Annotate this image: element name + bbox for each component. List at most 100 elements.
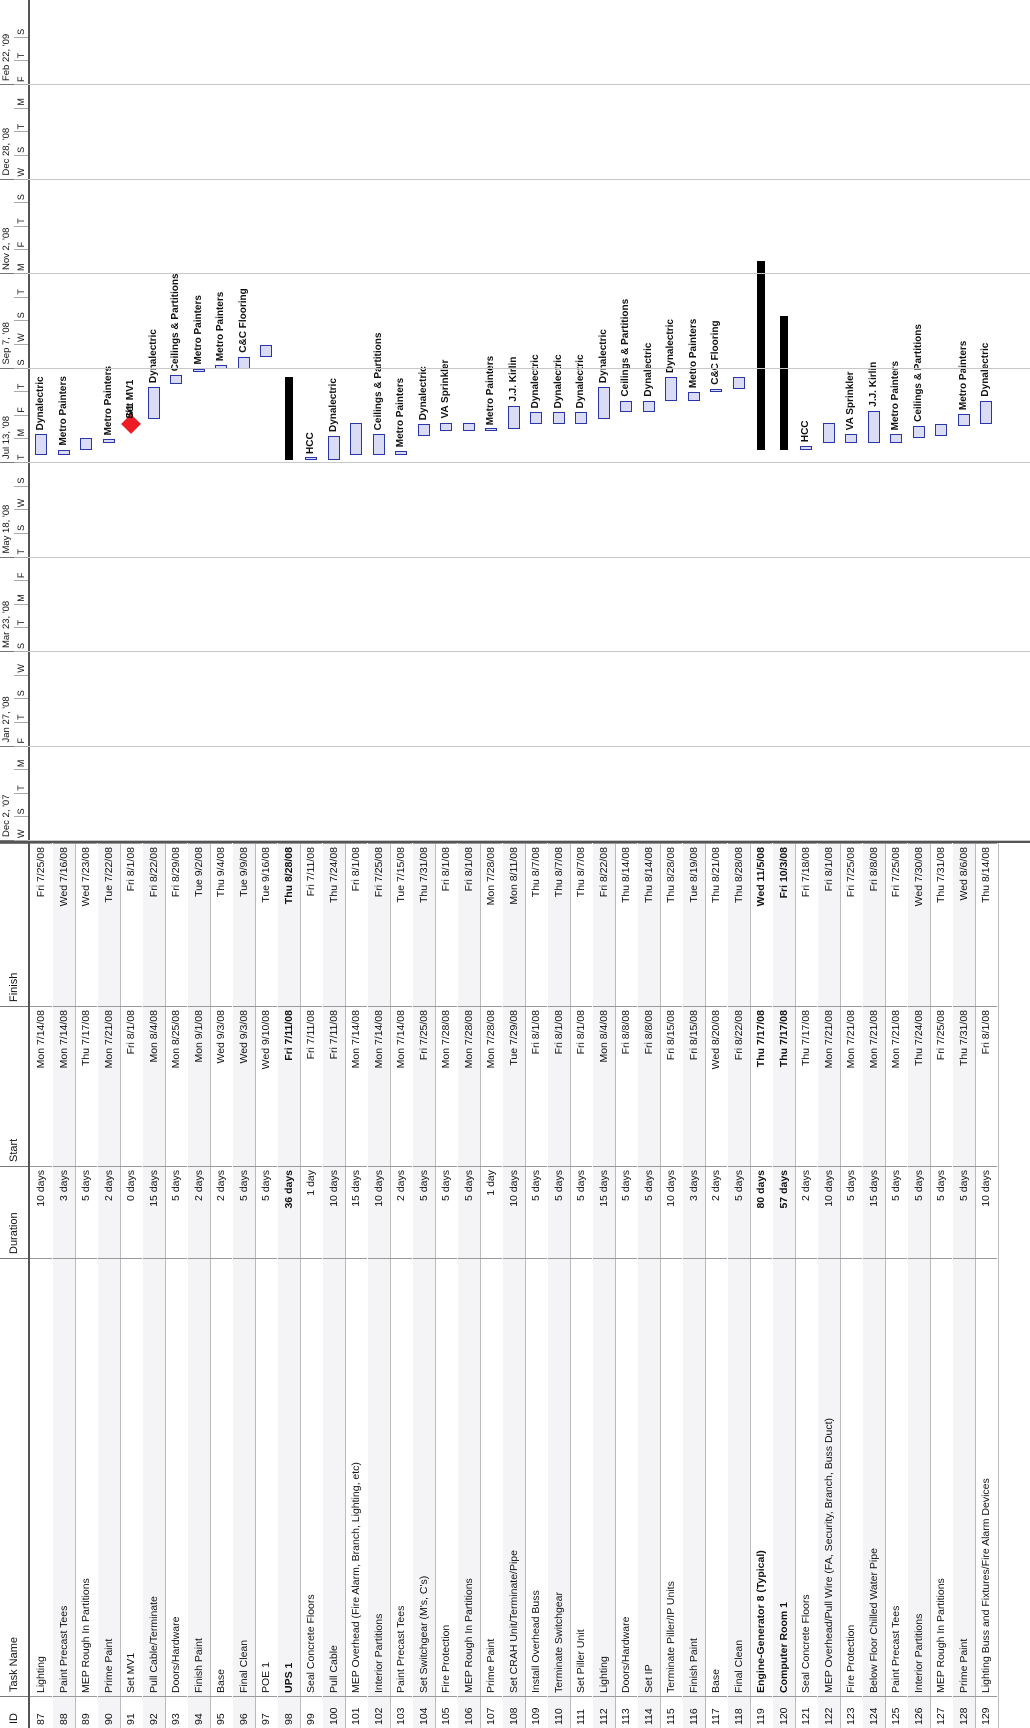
table-row[interactable]: 105 Fire Protection 5 days Mon 7/28/08 Fri 8… xyxy=(435,843,459,1728)
table-row[interactable]: 116 Finish Paint 3 days Fri 8/15/08 Tue 8/19… xyxy=(682,843,706,1728)
table-row[interactable]: 112 Lighting 15 days Mon 8/4/08 Fri 8/22/08 xyxy=(592,843,616,1728)
table-row[interactable]: 104 Set Switchgear (M's, C's) 5 days Fri 7/… xyxy=(412,843,436,1728)
header-task-name[interactable]: Task Name xyxy=(0,1258,28,1696)
task-bar[interactable] xyxy=(710,388,722,393)
task-bar[interactable] xyxy=(575,412,587,425)
table-row[interactable]: 123 Fire Protection 5 days Mon 7/21/08 Fri 7… xyxy=(840,843,864,1728)
task-bar[interactable] xyxy=(665,376,677,401)
task-bar[interactable] xyxy=(912,425,925,438)
task-bar[interactable] xyxy=(957,414,970,426)
task-start: Fri 8/1/08 xyxy=(525,1006,547,1166)
task-bar[interactable] xyxy=(462,422,475,431)
header-duration[interactable]: Duration xyxy=(0,1166,28,1258)
task-id: 95 xyxy=(210,1696,232,1728)
task-bar[interactable] xyxy=(372,434,385,455)
table-row[interactable]: 124 Below Floor Chilled Water Pipe 15 days… xyxy=(862,843,886,1728)
task-bar[interactable] xyxy=(890,434,902,443)
table-row[interactable]: 99 Seal Concrete Floors 1 day Fri 7/11/08 Fr… xyxy=(300,843,324,1728)
task-bar[interactable] xyxy=(822,422,835,443)
table-row[interactable]: 126 Interior Partitions 5 days Thu 7/24/08 W… xyxy=(907,843,931,1728)
task-duration: 5 days xyxy=(637,1166,660,1258)
task-bar[interactable] xyxy=(485,427,497,431)
task-bar[interactable] xyxy=(867,410,880,443)
task-start: Wed 9/10/08 xyxy=(255,1006,277,1166)
task-bar[interactable] xyxy=(350,422,362,455)
task-bar[interactable] xyxy=(687,392,700,401)
task-bar[interactable] xyxy=(57,449,70,455)
task-duration: 5 days xyxy=(75,1166,97,1258)
table-row[interactable]: 129 Lighting Buss and Fixtures/Fire Alarm… xyxy=(975,843,999,1728)
table-row[interactable]: 94 Finish Paint 2 days Mon 9/1/08 Tue 9/2/08 xyxy=(187,843,211,1728)
task-bar[interactable] xyxy=(35,434,47,455)
task-bar[interactable] xyxy=(395,451,407,455)
table-row[interactable]: 101 MEP Overhead (Fire Alarm, Branch, Lig… xyxy=(345,843,369,1728)
table-row[interactable]: 121 Seal Concrete Floors 2 days Thu 7/17/08… xyxy=(795,843,819,1728)
task-bar[interactable] xyxy=(417,424,430,437)
table-row[interactable]: 100 Pull Cable 10 days Fri 7/11/08 Thu 7/24/… xyxy=(322,843,346,1728)
task-bar[interactable] xyxy=(147,387,160,420)
table-row[interactable]: 90 Prime Paint 2 days Mon 7/21/08 Tue 7/22/0… xyxy=(97,843,121,1728)
task-bar[interactable] xyxy=(620,400,632,413)
header-id[interactable]: ID xyxy=(0,1696,28,1728)
task-finish: Thu 9/4/08 xyxy=(210,843,232,1006)
table-row[interactable]: 128 Prime Paint 5 days Thu 7/31/08 Wed 8/6/0… xyxy=(952,843,976,1728)
task-start: Thu 7/17/08 xyxy=(75,1006,97,1166)
task-bar[interactable] xyxy=(935,424,947,437)
task-bar[interactable] xyxy=(260,344,272,357)
task-bar[interactable] xyxy=(980,400,992,425)
summary-bar[interactable] xyxy=(757,260,765,450)
table-row[interactable]: 95 Base 2 days Wed 9/3/08 Thu 9/4/08 xyxy=(210,843,234,1728)
table-row[interactable]: 118 Final Clean 5 days Fri 8/22/08 Thu 8/28/… xyxy=(727,843,751,1728)
task-bar[interactable] xyxy=(800,446,812,450)
task-bar[interactable] xyxy=(597,387,610,420)
timescale-minor-label: F xyxy=(14,557,28,582)
task-bar[interactable] xyxy=(327,436,340,460)
summary-bar[interactable] xyxy=(779,316,788,450)
table-row[interactable]: 108 Set CRAH Unit/Terminate/Pipe 10 days Tu… xyxy=(502,843,526,1728)
resource-label: VA Sprinkler xyxy=(845,371,856,431)
task-bar[interactable] xyxy=(507,405,520,430)
table-row[interactable]: 106 MEP Rough In Partitions 5 days Mon 7/28… xyxy=(457,843,481,1728)
table-row[interactable]: 119 Engine-Generator 8 (Typical) 80 days Th… xyxy=(750,843,774,1728)
table-row[interactable]: 96 Final Clean 5 days Wed 9/3/08 Tue 9/9/08 xyxy=(232,843,256,1728)
task-bar[interactable] xyxy=(170,375,182,384)
task-bar[interactable] xyxy=(552,412,565,425)
task-bar[interactable] xyxy=(530,412,542,425)
table-row[interactable]: 109 Install Overhead Buss 5 days Fri 8/1/08… xyxy=(525,843,549,1728)
table-row[interactable]: 111 Set Piller Unit 5 days Fri 8/1/08 Thu 8/… xyxy=(570,843,594,1728)
task-bar[interactable] xyxy=(102,439,115,443)
task-bar[interactable] xyxy=(642,400,655,413)
table-row[interactable]: 110 Terminate Switchgear 5 days Fri 8/1/08 T… xyxy=(547,843,571,1728)
task-bar[interactable] xyxy=(305,456,317,460)
task-name: Fire Protection xyxy=(840,1258,862,1696)
table-row[interactable]: 117 Base 2 days Wed 8/20/08 Thu 8/21/08 xyxy=(705,843,729,1728)
table-row[interactable]: 115 Terminate Piller/IP Units 10 days Fri 8… xyxy=(660,843,684,1728)
task-bar[interactable] xyxy=(80,437,92,450)
table-row[interactable]: 102 Interior Partitions 10 days Mon 7/14/08… xyxy=(367,843,391,1728)
task-bar[interactable] xyxy=(440,422,452,431)
table-row[interactable]: 87 Lighting 10 days Mon 7/14/08 Fri 7/25/08 xyxy=(30,843,54,1728)
task-bar[interactable] xyxy=(732,376,745,389)
summary-bar[interactable] xyxy=(284,376,293,460)
table-row[interactable]: 114 Set IP 5 days Fri 8/8/08 Thu 8/14/08 xyxy=(637,843,661,1728)
table-row[interactable]: 98 UPS 1 36 days Fri 7/11/08 Thu 8/28/08 xyxy=(277,843,301,1728)
table-row[interactable]: 122 MEP Overhead/Pull Wire (FA, Security,… xyxy=(817,843,841,1728)
task-start: Fri 7/25/08 xyxy=(412,1006,435,1166)
table-row[interactable]: 107 Prime Paint 1 day Mon 7/28/08 Mon 7/28/0… xyxy=(480,843,504,1728)
header-start[interactable]: Start xyxy=(0,1006,28,1166)
table-row[interactable]: 120 Computer Room 1 57 days Thu 7/17/08 Fri … xyxy=(772,843,796,1728)
table-row[interactable]: 103 Paint Precast Tees 2 days Mon 7/14/08 Tu… xyxy=(390,843,414,1728)
table-row[interactable]: 125 Paint Precast Tees 5 days Mon 7/21/08 Fr… xyxy=(885,843,909,1728)
task-name: Prime Paint xyxy=(480,1258,502,1696)
table-row[interactable]: 93 Doors/Hardware 5 days Mon 8/25/08 Fri 8/2… xyxy=(165,843,189,1728)
table-row[interactable]: 91 Set MV1 0 days Fri 8/1/08 Fri 8/1/08 xyxy=(120,843,144,1728)
header-finish[interactable]: Finish xyxy=(0,843,28,1006)
table-row[interactable]: 92 Pull Cable/Terminate 15 days Mon 8/4/08 F… xyxy=(142,843,166,1728)
table-row[interactable]: 127 MEP Rough In Partitions 5 days Fri 7/25… xyxy=(930,843,954,1728)
task-bar[interactable] xyxy=(845,434,857,443)
table-row[interactable]: 113 Doors/Hardware 5 days Fri 8/8/08 Thu 8/1… xyxy=(615,843,639,1728)
task-bar[interactable] xyxy=(192,368,205,372)
table-row[interactable]: 89 MEP Rough In Partitions 5 days Thu 7/17/… xyxy=(75,843,99,1728)
table-row[interactable]: 88 Paint Precast Tees 3 days Mon 7/14/08 Wed… xyxy=(52,843,76,1728)
